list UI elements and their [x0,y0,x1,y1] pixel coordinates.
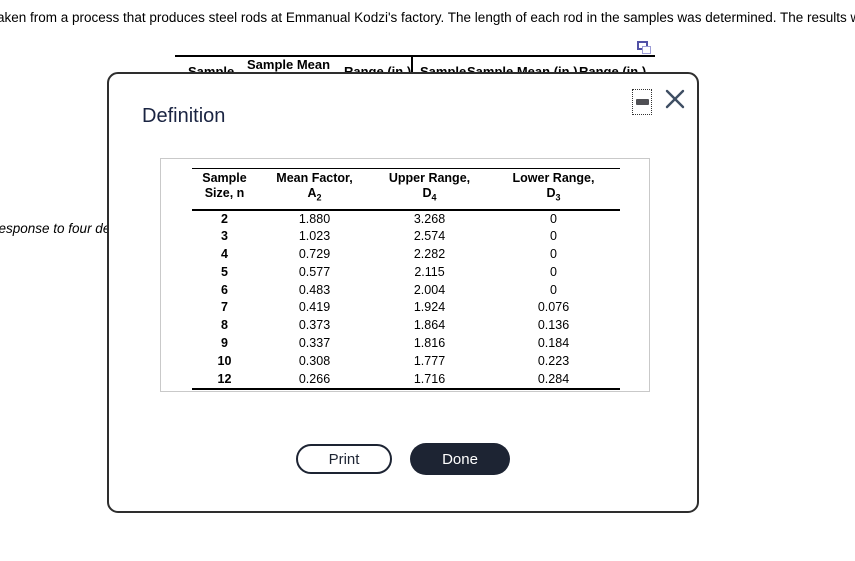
cell-upper-range: 2.574 [413,229,446,244]
header-text: Upper Range, [388,171,471,185]
header-text: A2 [307,186,322,203]
header-lower-range: Lower Range, D3 [487,168,620,211]
cell-upper-range: 3.268 [413,211,446,226]
dialog-button-row: Print Done [109,443,697,475]
problem-statement: aken from a process that produces steel … [0,10,855,25]
minimize-icon [635,99,649,105]
cell-mean-factor: 0.266 [257,370,372,391]
cell-sample-size: 3 [221,229,228,244]
cell-mean-factor: 0.419 [298,300,331,315]
side-instruction-text: response to four de [0,221,111,236]
header-text: Size, n [204,186,245,200]
cell-sample-size: 6 [221,282,228,297]
header-mean-factor: Mean Factor, A2 [257,168,372,211]
close-icon [665,89,685,109]
cell-upper-range: 1.924 [413,300,446,315]
cell-sample-size: 2 [221,211,228,226]
cell-lower-range: 0.076 [537,300,570,315]
table-row: 12 0.266 1.716 0.284 [192,370,620,391]
control-chart-factors-table: Sample Size, n Mean Factor, A2 Upper Ran… [192,168,620,391]
cell-mean-factor: 0.308 [298,353,331,368]
cell-lower-range: 0 [550,229,557,244]
table-row: 5 0.577 2.115 0 [192,264,620,282]
cell-upper-range: 2.282 [413,247,446,262]
table-row: 9 0.337 1.816 0.184 [192,335,620,353]
header-text: Lower Range, [512,171,595,185]
cell-sample-size: 10 [217,353,232,368]
cell-upper-range: 1.716 [372,370,487,391]
cell-upper-range: 1.816 [413,336,446,351]
cell-lower-range: 0 [550,282,557,297]
background-table-divider [411,55,413,77]
cell-mean-factor: 0.373 [298,318,331,333]
table-row: 8 0.373 1.864 0.136 [192,317,620,335]
done-button[interactable]: Done [410,443,510,475]
cell-lower-range: 0.184 [537,336,570,351]
cell-sample-size: 7 [221,300,228,315]
header-sample-size: Sample Size, n [192,168,257,211]
factors-header-row: Sample Size, n Mean Factor, A2 Upper Ran… [192,168,620,211]
header-text: D3 [546,186,561,203]
cell-lower-range: 0 [550,247,557,262]
cell-lower-range: 0 [550,264,557,279]
header-upper-range: Upper Range, D4 [372,168,487,211]
cell-lower-range: 0.223 [537,353,570,368]
cell-sample-size: 5 [221,264,228,279]
dialog-title: Definition [142,105,226,127]
cell-sample-size: 8 [221,318,228,333]
cell-sample-size: 12 [192,370,257,391]
cell-lower-range: 0.136 [537,318,570,333]
table-row: 2 1.880 3.268 0 [192,210,620,229]
table-row: 3 1.023 2.574 0 [192,228,620,246]
cell-sample-size: 9 [221,336,228,351]
cell-mean-factor: 0.729 [298,247,331,262]
cell-upper-range: 2.004 [413,282,446,297]
table-row: 4 0.729 2.282 0 [192,246,620,264]
minimize-button[interactable] [632,89,652,115]
cell-mean-factor: 0.577 [298,264,331,279]
cell-upper-range: 1.777 [413,353,446,368]
definition-dialog: Definition Sample Size, n Mean Factor, A… [107,72,699,513]
header-text: Sample [202,171,247,185]
factors-table-body: 2 1.880 3.268 0 3 1.023 2.574 0 4 [192,210,620,391]
header-text: D4 [422,186,437,203]
cell-lower-range: 0 [550,211,557,226]
cell-upper-range: 2.115 [414,264,445,279]
cell-mean-factor: 1.880 [298,211,331,226]
factors-table-card: Sample Size, n Mean Factor, A2 Upper Ran… [160,158,650,392]
cell-sample-size: 4 [221,247,228,262]
cell-mean-factor: 1.023 [298,229,331,244]
close-button[interactable] [664,88,686,110]
cell-mean-factor: 0.337 [298,336,331,351]
popout-window-icon[interactable] [637,41,653,55]
cell-lower-range: 0.284 [487,370,620,391]
table-row: 7 0.419 1.924 0.076 [192,299,620,317]
header-text: Mean Factor, [276,171,353,185]
background-table-top-rule [175,55,655,57]
table-row: 10 0.308 1.777 0.223 [192,353,620,371]
print-button[interactable]: Print [296,444,392,474]
table-row: 6 0.483 2.004 0 [192,282,620,300]
bg-table-header-sample-mean: Sample Mean [247,57,331,72]
popout-icon-front-square [642,46,651,54]
cell-upper-range: 1.864 [413,318,446,333]
cell-mean-factor: 0.483 [298,282,331,297]
